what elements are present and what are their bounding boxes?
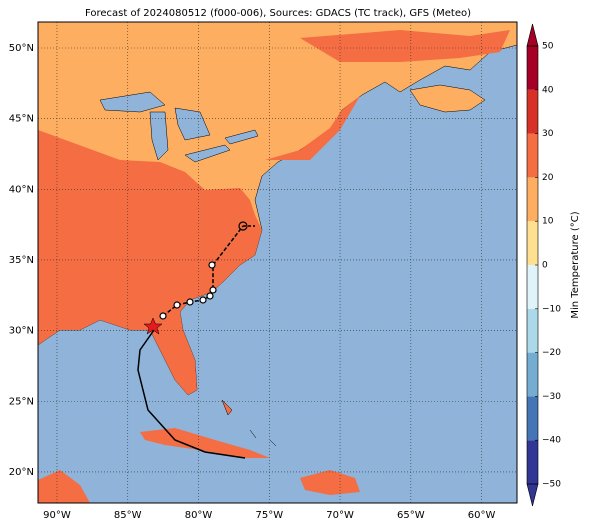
colorbar-band [527, 396, 538, 441]
lake [149, 111, 169, 161]
colorbar-band [527, 308, 538, 353]
map [38, 22, 517, 503]
colorbar-band [527, 89, 538, 134]
island [140, 428, 270, 458]
x-tick-label: 85°W [114, 510, 142, 521]
colorbar-tick-label: 50 [542, 42, 554, 52]
colorbar: −50 −40 −30 −20 −10 0 10 20 30 40 50 [526, 23, 561, 507]
lake [99, 91, 166, 113]
colorbar-band [527, 352, 538, 397]
y-tick-label: 45°N [9, 114, 34, 125]
y-tick-label: 30°N [9, 326, 34, 337]
colorbar-tick-label: 0 [542, 261, 548, 271]
x-tick-label: 60°W [468, 510, 496, 521]
y-tick-label: 40°N [9, 184, 34, 195]
x-tick-label: 80°W [185, 510, 213, 521]
warm-region [265, 96, 360, 160]
x-tick-label: 75°W [255, 510, 283, 521]
map-frame [37, 21, 518, 504]
colorbar-tick-label: 30 [542, 129, 554, 139]
colorbar-tick-label: 40 [542, 85, 554, 95]
land [38, 470, 90, 503]
island [300, 470, 360, 495]
island [221, 399, 277, 447]
track-line [137, 329, 246, 459]
colorbar-band [527, 221, 538, 265]
colorbar-band [527, 46, 538, 90]
warm-region [38, 130, 262, 395]
y-tick-label: 50°N [9, 43, 34, 54]
x-tick-label: 70°W [326, 510, 354, 521]
land [409, 84, 486, 113]
x-tick-label: 65°W [397, 510, 425, 521]
lake [174, 107, 211, 141]
title: Forecast of 2024080512 (f000-006), Sourc… [85, 8, 471, 19]
colorbar-tick-label: −40 [542, 436, 561, 446]
x-tick-label: 90°W [43, 510, 71, 521]
graticule [38, 22, 517, 503]
colorbar-extend [526, 23, 539, 47]
y-tick-label: 35°N [9, 255, 34, 266]
current-position [143, 317, 163, 335]
colorbar-band [527, 177, 538, 222]
colorbar-tick-label: −30 [542, 392, 561, 402]
lake [184, 144, 231, 163]
colorbar-tick-label: −50 [542, 480, 561, 490]
colorbar-tick-label: −20 [542, 348, 561, 358]
colorbar-tick-label: −10 [542, 304, 561, 314]
colorbar-tick-label: 10 [542, 217, 554, 227]
warm-region [300, 30, 510, 62]
colorbar-tick-label: 20 [542, 173, 554, 183]
lake [224, 129, 259, 145]
colorbar-extend [526, 483, 539, 507]
colorbar-label: Min Temperature (°C) [570, 211, 581, 318]
track-points [159, 221, 248, 320]
y-tick-label: 20°N [9, 467, 34, 478]
colorbar-band [527, 265, 538, 309]
colorbar-band [527, 133, 538, 178]
y-tick-label: 25°N [9, 396, 34, 407]
colorbar-band [527, 440, 538, 484]
